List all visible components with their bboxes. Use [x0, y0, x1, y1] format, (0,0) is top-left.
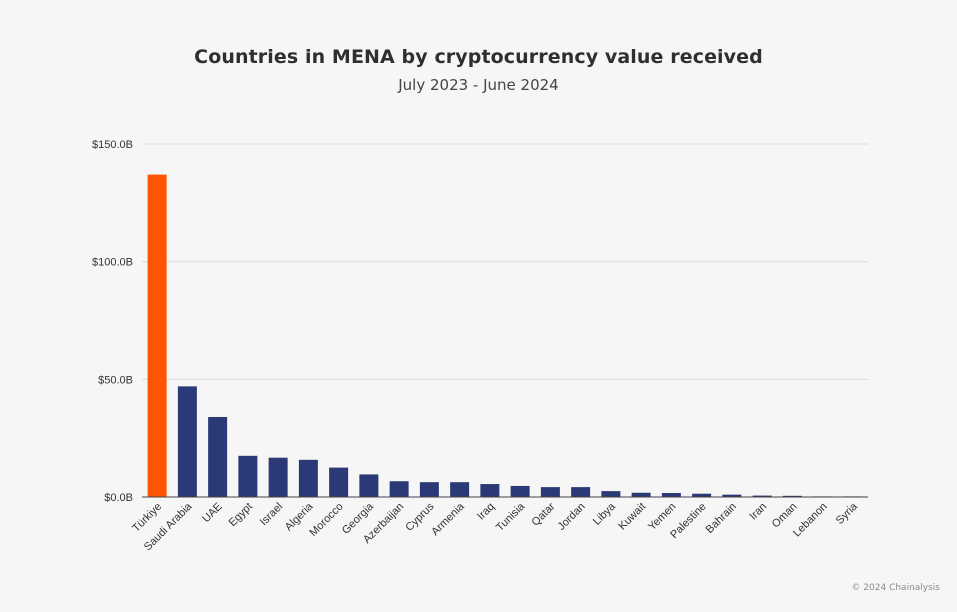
x-tick-label: Syria — [834, 500, 861, 527]
bar — [661, 492, 681, 497]
bar — [147, 174, 167, 498]
x-tick-label: Armenia — [429, 500, 467, 538]
x-tick-label: Iraq — [475, 501, 497, 523]
chart-title: Countries in MENA by cryptocurrency valu… — [194, 46, 763, 68]
y-tick-label: $0.0B — [104, 492, 133, 504]
x-tick-label: Iran — [747, 501, 769, 523]
bar — [601, 491, 621, 497]
bar — [752, 495, 772, 497]
copyright-notice: © 2024 Chainalysis — [851, 583, 940, 593]
y-tick-label: $50.0B — [98, 374, 133, 386]
x-tick-label: Libya — [591, 500, 619, 528]
x-tick-label: Morocco — [307, 501, 345, 539]
bar — [540, 487, 560, 497]
bar — [480, 484, 500, 497]
x-tick-label: Qatar — [530, 500, 558, 528]
bar — [631, 492, 651, 497]
bar — [359, 474, 379, 497]
bar — [510, 485, 530, 497]
x-tick-label: Tunisia — [494, 500, 528, 534]
x-tick-label: Bahrain — [704, 501, 739, 536]
bar — [329, 467, 349, 497]
y-tick-label: $100.0B — [92, 257, 133, 269]
bar — [298, 459, 318, 497]
bar — [722, 494, 742, 497]
bar — [419, 482, 439, 497]
bar — [389, 481, 409, 497]
y-tick-label: $150.0B — [92, 139, 133, 151]
x-tick-label: Jordan — [555, 501, 587, 533]
bar — [692, 493, 712, 497]
bar — [450, 482, 470, 497]
bar — [782, 495, 802, 497]
x-tick-label: Kuwait — [616, 501, 648, 533]
bar — [238, 455, 258, 497]
bar — [268, 457, 288, 497]
chart-subtitle: July 2023 - June 2024 — [398, 76, 559, 94]
x-tick-label: Israel — [258, 501, 286, 529]
bar — [177, 386, 197, 497]
bar — [571, 487, 591, 497]
bar — [208, 416, 228, 497]
x-tick-label: UAE — [200, 501, 224, 525]
x-tick-label: Egypt — [227, 501, 255, 529]
